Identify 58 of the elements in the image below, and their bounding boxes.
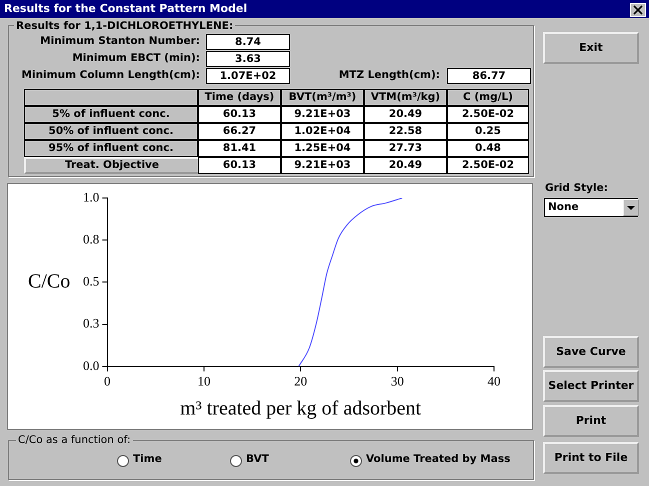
y-tick-label: 0.0	[83, 358, 100, 373]
text: 60.13	[198, 157, 281, 174]
text: Save Curve	[543, 336, 639, 368]
y-tick-label: 0.8	[83, 232, 100, 247]
text: BVT	[246, 453, 269, 465]
x-tick-label: 30	[390, 374, 404, 389]
text: 0.25	[447, 123, 529, 140]
text: 3.63	[206, 51, 290, 67]
text: C (mg/L)	[447, 89, 529, 106]
x-tick-label: 20	[294, 374, 308, 389]
text: 5% of influent conc.	[24, 106, 198, 123]
text: Time	[133, 453, 162, 465]
text: 95% of influent conc.	[24, 140, 198, 157]
text: 8.74	[206, 34, 290, 50]
text: Minimum EBCT (min):	[71, 52, 200, 64]
x-axis-title: m³ treated per kg of adsorbent	[180, 397, 422, 420]
text: Exit	[543, 32, 639, 64]
text: BVT(m³/m³)	[281, 89, 364, 106]
text: Results for 1,1-DICHLOROETHYLENE:	[14, 20, 236, 32]
text: None	[544, 198, 638, 217]
text: Minimum Column Length(cm):	[20, 69, 200, 81]
text: 66.27	[198, 123, 281, 140]
text: 1.02E+04	[281, 123, 364, 140]
text: C/Co as a function of:	[16, 434, 132, 446]
y-tick-label: 1.0	[83, 189, 100, 204]
text: Minimum Stanton Number:	[39, 35, 200, 47]
text: 50% of influent conc.	[24, 123, 198, 140]
text: Results for the Constant Pattern Model	[0, 0, 649, 18]
text: 1.25E+04	[281, 140, 364, 157]
y-tick-label: 0.3	[83, 316, 100, 331]
text: Grid Style:	[545, 182, 608, 194]
text: 81.41	[198, 140, 281, 157]
text: 20.49	[364, 157, 447, 174]
text: 1.07E+02	[206, 68, 290, 84]
text: 20.49	[364, 106, 447, 123]
text: Print	[543, 405, 639, 437]
text: 2.50E-02	[447, 106, 529, 123]
x-tick-label: 40	[488, 374, 500, 389]
text: 2.50E-02	[447, 157, 529, 174]
y-tick-label: 0.5	[83, 274, 100, 289]
text: MTZ Length(cm):	[338, 69, 440, 81]
y-axis-title: C/Co	[28, 270, 70, 292]
x-tick-label: 0	[104, 374, 110, 389]
text: VTM(m³/kg)	[364, 89, 447, 106]
text: Treat. Objective	[24, 157, 200, 174]
line-series	[298, 198, 403, 366]
text: Print to File	[543, 442, 639, 474]
text: Time (days)	[198, 89, 281, 106]
x-tick-label: 10	[197, 374, 210, 389]
text: 0.48	[447, 140, 529, 157]
text: 60.13	[198, 106, 281, 123]
text: 86.77	[447, 68, 531, 84]
text: 27.73	[364, 140, 447, 157]
text: 9.21E+03	[281, 106, 364, 123]
text: Select Printer	[543, 370, 639, 402]
text: 22.58	[364, 123, 447, 140]
text: 9.21E+03	[281, 157, 364, 174]
text: Volume Treated by Mass	[366, 453, 510, 465]
